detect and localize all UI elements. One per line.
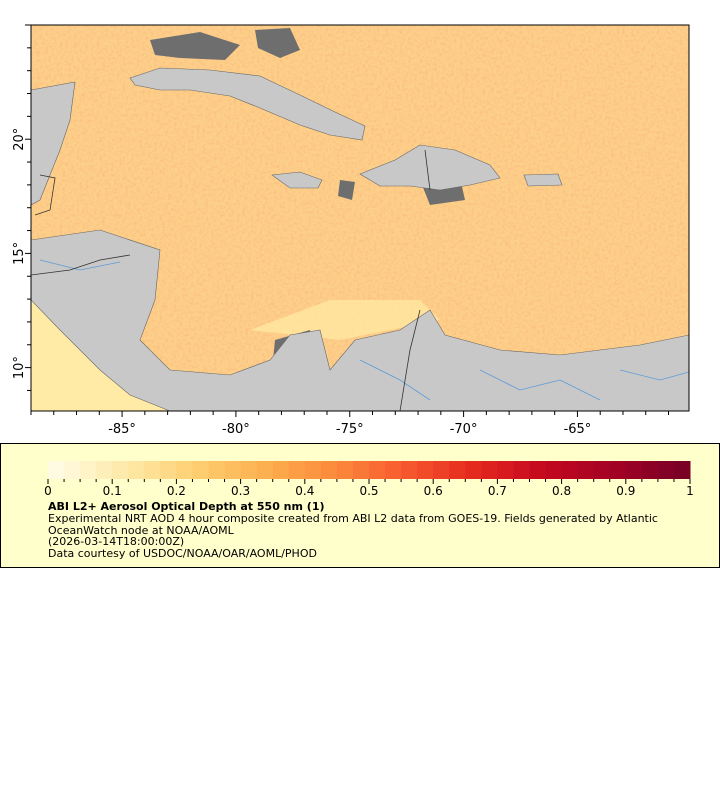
colorbar-segment xyxy=(513,461,530,479)
colorbar-segment xyxy=(529,461,547,479)
borders xyxy=(31,149,431,411)
colorbar-segment xyxy=(577,461,595,479)
colorbar-segment xyxy=(192,461,209,479)
hispaniola xyxy=(359,144,501,191)
colorbar-segment xyxy=(144,461,161,479)
colorbar-segment xyxy=(304,461,322,479)
colorbar-label: 1 xyxy=(686,484,694,498)
colorbar-segment xyxy=(320,461,338,479)
colorbar-label: 0.9 xyxy=(616,484,635,498)
colorbar-segment xyxy=(545,461,563,479)
colorbar-segment xyxy=(673,461,691,479)
colorbar-segment xyxy=(433,461,450,479)
rivers xyxy=(39,259,689,401)
colorbar-segment xyxy=(176,461,193,479)
lat-label: 15° xyxy=(12,242,27,265)
colorbar-segment xyxy=(224,461,242,479)
colorbar-label: 0.7 xyxy=(488,484,507,498)
jamaica xyxy=(271,171,323,189)
colorbar-segment xyxy=(593,461,611,479)
map-frame xyxy=(30,24,690,412)
colorbar-segment xyxy=(449,461,466,479)
colorbar-segment xyxy=(112,461,129,479)
colorbar-label: 0 xyxy=(44,484,52,498)
colorbar-segment xyxy=(481,461,498,479)
legend-credit: Data courtesy of USDOC/NOAA/OAR/AOML/PHO… xyxy=(48,546,317,560)
low-aod-band xyxy=(250,300,440,340)
lat-label: 10° xyxy=(12,356,27,379)
lon-label: -80° xyxy=(222,422,250,437)
colorbar-segment xyxy=(80,461,97,479)
legend-panel: 0 0.1 0.2 0.3 0.4 0.5 0.6 0.7 0.8 0.9 1 ABI L2+ Ae… xyxy=(0,443,720,568)
colorbar-segment xyxy=(336,461,354,479)
legend-description-2: OceanWatch node at NOAA/AOML xyxy=(48,523,234,537)
colorbar-segment xyxy=(497,461,514,479)
colorbar-segment xyxy=(401,461,418,479)
colorbar-segment xyxy=(417,461,434,479)
legend-time: (2026-03-14T18:00:00Z) xyxy=(48,535,185,548)
colorbar-segment xyxy=(160,461,177,479)
colorbar-segment xyxy=(128,461,145,479)
colorbar-segment xyxy=(240,461,258,479)
colorbar-segment xyxy=(288,461,306,479)
pacific-low-aod xyxy=(31,270,170,411)
colorbar-segment xyxy=(369,461,386,479)
lon-label: -70° xyxy=(450,422,478,437)
colorbar-segment xyxy=(561,461,579,479)
colorbar-label: 0.5 xyxy=(359,484,378,498)
colorbar-segment xyxy=(609,461,627,479)
colorbar-segment xyxy=(625,461,643,479)
colorbar-segment xyxy=(657,461,675,479)
colorbar-segment xyxy=(96,461,113,479)
lat-label: 20° xyxy=(12,128,27,151)
colorbar-segment xyxy=(352,461,370,479)
colorbar-label: 0.3 xyxy=(231,484,250,498)
legend-title: ABI L2+ Aerosol Optical Depth at 550 nm … xyxy=(48,500,325,513)
colorbar-label: 0.8 xyxy=(552,484,571,498)
colorbar-label: 0.2 xyxy=(167,484,186,498)
colorbar-segment xyxy=(465,461,482,479)
lon-label: -85° xyxy=(108,422,136,437)
colorbar: 0 0.1 0.2 0.3 0.4 0.5 0.6 0.7 0.8 0.9 1 xyxy=(44,461,694,498)
central-south-america xyxy=(31,229,689,411)
colorbar-segment xyxy=(64,461,81,479)
legend-description: Experimental NRT AOD 4 hour composite cr… xyxy=(48,512,658,525)
colorbar-segment xyxy=(256,461,274,479)
colorbar-label: 0.6 xyxy=(424,484,443,498)
colorbar-label: 0.1 xyxy=(103,484,122,498)
cuba xyxy=(129,67,366,141)
lon-label: -75° xyxy=(336,422,364,437)
colorbar-segment xyxy=(641,461,659,479)
lon-label: -65° xyxy=(564,422,592,437)
colorbar-segment xyxy=(385,461,402,479)
yucatan xyxy=(31,81,76,206)
colorbar-segment xyxy=(208,461,226,479)
puerto-rico xyxy=(523,173,563,187)
land xyxy=(31,67,689,411)
aod-map: -85° -80° -75° -70° -65° 20° 15° 10° xyxy=(12,24,690,437)
colorbar-segment xyxy=(272,461,290,479)
colorbar-label: 0.4 xyxy=(295,484,314,498)
colorbar-segment xyxy=(48,461,65,479)
